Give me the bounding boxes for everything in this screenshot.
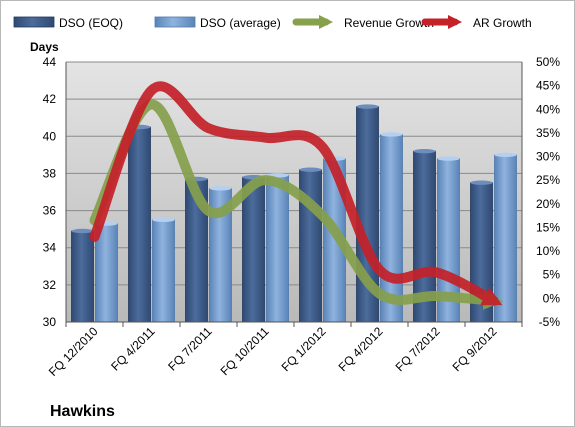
y2-tick-label: 45%	[536, 79, 560, 93]
y2-tick-label: 35%	[536, 126, 560, 140]
bar-dso-average-1	[152, 219, 175, 323]
bar-top-dso-eoq-0	[71, 228, 94, 234]
axes	[65, 62, 523, 327]
y2-tick-label: 25%	[536, 173, 560, 187]
x-tick-label: FQ 4/2011	[108, 324, 158, 374]
chart-title: Hawkins	[50, 403, 115, 420]
legend-label: AR Growth	[473, 16, 532, 30]
bar-dso-eoq-1	[128, 126, 151, 323]
bar-top-dso-eoq-5	[356, 104, 379, 109]
bar-top-dso-average-6	[437, 156, 460, 161]
y-axis-ticks: 30 32 34 36 38 40 42 44	[43, 55, 57, 329]
y-tick-label: 42	[43, 92, 57, 106]
y-tick-label: 38	[43, 166, 57, 180]
y-axis-title: Days	[30, 40, 59, 54]
y2-axis-ticks: -5% 0% 5% 10% 15% 20% 25% 30% 35% 40% 45% 50%	[536, 55, 560, 329]
legend-swatch	[154, 16, 196, 28]
x-tick-label: FQ 10/2011	[218, 324, 272, 378]
x-tick-label: FQ 7/2011	[165, 324, 215, 374]
y2-tick-label: 50%	[536, 55, 560, 69]
x-tick-label: FQ 1/2012	[279, 324, 329, 374]
legend-label: Revenue Growth	[344, 16, 434, 30]
bar-top-dso-average-5	[380, 132, 403, 137]
y2-tick-label: -5%	[539, 315, 561, 329]
y-tick-label: 32	[43, 278, 57, 292]
x-tick-label: FQ 7/2012	[393, 324, 443, 374]
ar-growth-line	[89, 81, 503, 306]
x-axis-ticks: FQ 12/2010 FQ 4/2011 FQ 7/2011 FQ 10/2011 FQ…	[46, 324, 500, 379]
legend-swatch	[13, 16, 55, 28]
y-tick-label: 44	[43, 55, 57, 69]
bar-dso-eoq-0	[71, 230, 94, 323]
legend-label: DSO (average)	[200, 16, 281, 30]
y2-tick-label: 15%	[536, 220, 560, 234]
bar-top-dso-eoq-7	[470, 180, 493, 185]
y2-tick-label: 20%	[536, 197, 560, 211]
y-tick-label: 40	[43, 129, 57, 143]
x-tick-label: FQ 12/2010	[46, 324, 101, 379]
y2-tick-label: 40%	[536, 102, 560, 116]
bar-dso-eoq-3	[242, 176, 265, 323]
bar-top-dso-average-7	[494, 152, 517, 158]
legend: DSO (EOQ) DSO (average) Revenue Growth AR G…	[13, 15, 532, 30]
bar-dso-average-3	[266, 174, 289, 323]
bar-top-dso-eoq-4	[299, 167, 322, 172]
bar-top-dso-average-2	[209, 186, 232, 191]
bar-top-dso-average-1	[152, 217, 175, 223]
y-tick-label: 36	[43, 204, 57, 218]
y2-tick-label: 10%	[536, 244, 560, 258]
x-tick-label: FQ 4/2012	[336, 324, 386, 374]
growth-lines	[89, 81, 504, 310]
y-tick-label: 34	[43, 241, 57, 255]
y2-tick-label: 0%	[543, 291, 561, 305]
y2-tick-label: 5%	[543, 268, 561, 282]
y-tick-label: 30	[43, 315, 57, 329]
legend-label: DSO (EOQ)	[59, 16, 123, 30]
bar-top-dso-eoq-6	[413, 148, 436, 154]
y2-tick-label: 30%	[536, 150, 560, 164]
revenue-growth-line	[89, 99, 504, 310]
bar-dso-average-7	[494, 154, 517, 323]
x-tick-label: FQ 9/2012	[450, 324, 500, 374]
